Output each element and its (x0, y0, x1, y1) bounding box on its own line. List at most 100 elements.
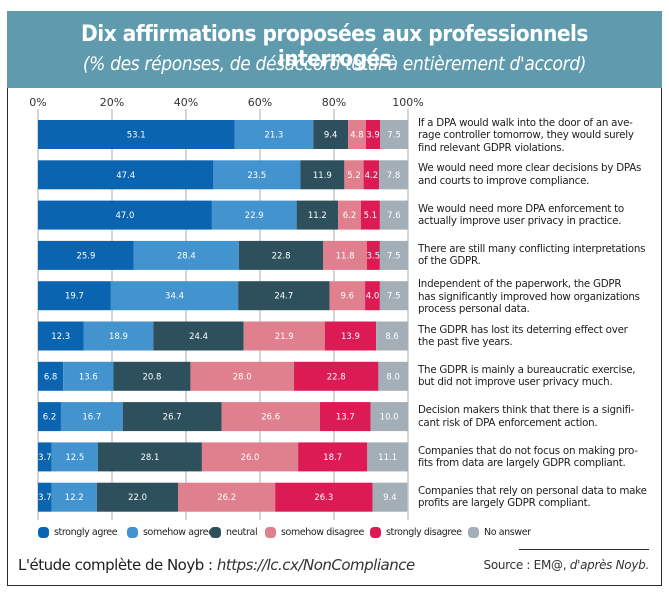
bar-value-label: 26.2 (217, 493, 236, 503)
statement-line: There are still many conflicting interpr… (418, 243, 646, 255)
bar-value-label: 26.7 (163, 413, 182, 423)
bar-segment-somehow-agree (60, 402, 123, 432)
statement-label: Companies that do not focus on making pr… (418, 445, 658, 470)
x-tick-label: 0% (29, 96, 46, 109)
bar-value-label: 19.7 (65, 292, 84, 302)
bar-value-label: 26.0 (241, 453, 260, 463)
bar-segment-strongly-disagree (294, 361, 379, 391)
bar-segment-strongly-agree (38, 120, 235, 149)
bar-segment-strongly-agree (38, 240, 134, 270)
bar-segment-somehow-disagree (348, 120, 366, 149)
bar-value-label: 47.4 (116, 171, 135, 181)
bar-row: 53.1 21.3 9.4 4.8 3.9 7.5 (38, 120, 408, 149)
bar-value-label: 13.6 (79, 372, 98, 382)
bar-segment-somehow-agree (63, 361, 114, 391)
study-label: L'étude complète de Noyb : (18, 556, 217, 574)
bar-segment-somehow-disagree (323, 240, 367, 270)
bar-segment-neutral (238, 281, 330, 311)
bar-segment-strongly-agree (38, 321, 84, 351)
bar-value-label: 11.2 (308, 211, 327, 221)
bar-value-label: 22.8 (272, 251, 291, 261)
source-credit: Source : EM@, d'après Noyb. (484, 558, 650, 572)
statement-label: There are still many conflicting interpr… (418, 243, 658, 268)
bar-segment-strongly-disagree (324, 321, 377, 351)
bar-segment-strongly-disagree (298, 442, 368, 472)
statement-line: We would need more DPA enforcement to (418, 202, 624, 215)
legend-swatch-icon (210, 527, 221, 538)
statement-line: but did not improve user privacy much. (418, 376, 613, 389)
bar-value-label: 34.4 (165, 292, 184, 302)
bar-segment-no-answer (379, 200, 408, 230)
bar-value-label: 6.2 (343, 211, 357, 221)
bar-segment-neutral (296, 200, 339, 230)
bar-row: 25.9 28.4 22.8 11.8 3.5 7.5 (38, 240, 408, 270)
bar-value-label: 21.3 (264, 131, 283, 141)
bar-value-label: 21.9 (275, 332, 294, 342)
bar-row: 6.8 13.6 20.8 28.0 22.8 8.0 (38, 361, 408, 391)
bar-value-label: 6.2 (43, 413, 57, 423)
study-link-line: L'étude complète de Noyb : https://lc.cx… (18, 556, 415, 574)
legend-item: No answer (468, 527, 531, 538)
bar-segment-neutral (238, 240, 324, 270)
bar-value-label: 3.7 (38, 453, 52, 463)
legend-label: strongly disagree (386, 527, 462, 538)
source-divider (519, 549, 649, 550)
bar-segment-neutral (122, 402, 222, 432)
bar-segment-somehow-agree (110, 281, 239, 311)
legend-item: neutral (210, 527, 258, 538)
bar-segment-neutral (153, 321, 244, 351)
bar-value-label: 28.1 (140, 453, 159, 463)
bar-row: 3.7 12.2 22.0 26.2 26.3 9.4 (38, 482, 408, 512)
bar-segment-strongly-disagree (361, 200, 380, 230)
bar-segment-somehow-agree (133, 240, 239, 270)
x-tick-label: 100% (392, 96, 423, 109)
bar-row: 3.7 12.5 28.1 26.0 18.7 11.1 (38, 442, 408, 472)
bar-segment-somehow-agree (211, 200, 297, 230)
bar-segment-strongly-agree (38, 442, 52, 472)
bar-value-label: 7.6 (387, 211, 401, 221)
bar-value-label: 28.4 (177, 251, 196, 261)
legend-label: somehow disagree (281, 527, 364, 538)
bar-value-label: 4.2 (365, 171, 379, 181)
statement-line: If a DPA would walk into the door of an … (418, 116, 633, 129)
bar-value-label: 12.5 (65, 453, 84, 463)
bar-value-label: 9.6 (341, 292, 355, 302)
bar-segment-strongly-agree (38, 160, 214, 190)
bar-value-label: 20.8 (142, 372, 161, 382)
bar-value-label: 12.3 (51, 332, 70, 342)
bar-row: 47.4 23.5 11.9 5.2 4.2 7.8 (38, 160, 408, 190)
statement-line: of the GDPR. (418, 255, 481, 268)
legend-label: strongly agree (54, 527, 118, 538)
bar-segment-strongly-disagree (363, 160, 380, 190)
statement-label: Independent of the paperwork, the GDPR ha… (418, 278, 658, 315)
bar-value-label: 16.7 (82, 413, 101, 423)
bar-value-label: 53.1 (127, 131, 146, 141)
legend-item: somehow disagree (265, 527, 364, 538)
bar-segment-somehow-disagree (329, 281, 366, 311)
bar-segment-strongly-disagree (319, 402, 371, 432)
statement-line: the past five years. (418, 336, 513, 348)
study-url[interactable]: https://lc.cx/NonCompliance (216, 556, 415, 574)
bar-segment-somehow-disagree (201, 442, 299, 472)
legend-swatch-icon (127, 527, 138, 538)
bar-row: 19.7 34.4 24.7 9.6 4.0 7.5 (38, 281, 408, 311)
bar-segment-somehow-disagree (178, 482, 276, 512)
bar-value-label: 24.4 (189, 332, 208, 342)
chart-title: Dix affirmations proposées aux professio… (81, 22, 588, 72)
statement-line: Decision makers think that there is a si… (418, 404, 635, 417)
bar-row: 47.0 22.9 11.2 6.2 5.1 7.6 (38, 200, 408, 230)
bar-value-label: 8.6 (385, 332, 399, 342)
bar-segment-strongly-agree (38, 281, 111, 311)
bar-value-label: 23.5 (247, 171, 266, 181)
statement-line: and courts to improve compliance. (418, 174, 590, 187)
bar-segment-strongly-disagree (366, 240, 380, 270)
bar-segment-no-answer (380, 120, 408, 149)
bar-value-label: 5.1 (364, 211, 378, 221)
bar-value-label: 7.5 (387, 251, 401, 261)
statement-label: Companies that rely on personal data to … (418, 485, 658, 510)
bar-segment-neutral (113, 361, 191, 391)
bar-value-label: 18.9 (109, 332, 128, 342)
bar-value-label: 3.9 (366, 131, 380, 141)
x-tick-label: 60% (248, 96, 272, 109)
